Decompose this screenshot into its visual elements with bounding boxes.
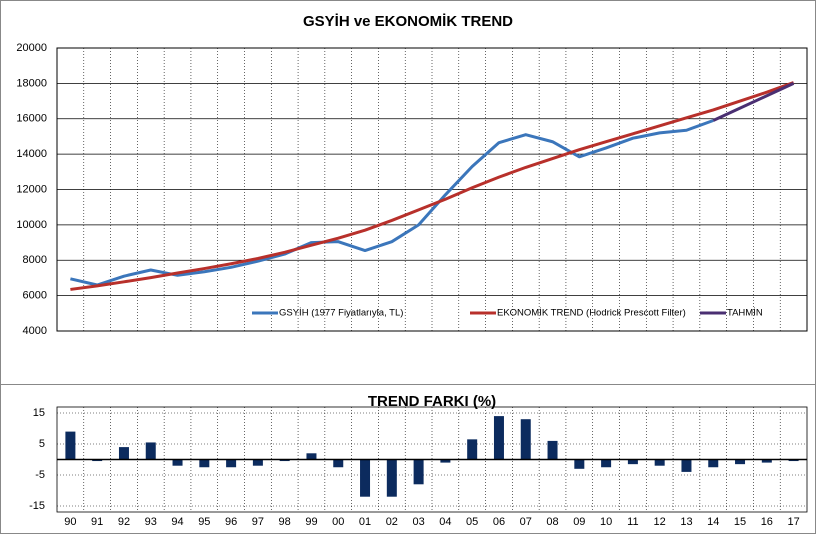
bar	[708, 459, 719, 468]
bar	[92, 459, 103, 462]
x-tick-label: 03	[412, 516, 424, 528]
bar	[761, 459, 772, 463]
x-tick-label: 91	[91, 516, 103, 528]
y-tick-label: 6000	[23, 290, 47, 302]
legend-label: EKONOMİK TREND (Hodrick Prescott Filter)	[497, 308, 686, 319]
x-tick-label: 96	[225, 516, 237, 528]
bar	[65, 431, 76, 460]
y-tick-label: 4000	[23, 325, 47, 337]
x-tick-label: 92	[118, 516, 130, 528]
bar	[360, 459, 371, 497]
x-tick-label: 10	[600, 516, 612, 528]
bar	[627, 459, 638, 465]
top-panel	[0, 0, 816, 385]
bar	[547, 440, 558, 460]
x-tick-label: 06	[493, 516, 505, 528]
series-line	[70, 81, 795, 291]
x-tick-label: 09	[573, 516, 585, 528]
x-tick-label: 95	[198, 516, 210, 528]
x-tick-label: 17	[787, 516, 799, 528]
bar	[493, 416, 504, 460]
y-tick-label: -5	[35, 469, 45, 481]
x-tick-label: 14	[707, 516, 719, 528]
bar	[467, 439, 478, 460]
y-tick-label: 12000	[16, 183, 47, 195]
x-tick-label: 02	[386, 516, 398, 528]
bar	[252, 459, 263, 466]
x-tick-label: 11	[627, 516, 638, 528]
x-tick-label: 93	[145, 516, 157, 528]
bar	[574, 459, 585, 469]
bar	[788, 459, 799, 462]
bar	[306, 453, 317, 460]
y-tick-label: 15	[33, 407, 45, 419]
bar	[413, 459, 424, 485]
bar	[145, 442, 156, 460]
bar	[601, 459, 612, 468]
bar	[333, 459, 344, 468]
bar	[654, 459, 665, 466]
bar	[735, 459, 746, 465]
chart-title: TREND FARKI (%)	[368, 393, 496, 410]
series-line	[70, 119, 714, 287]
x-tick-label: 04	[439, 516, 451, 528]
bar	[520, 419, 531, 460]
series-line	[712, 82, 795, 122]
x-tick-label: 90	[64, 516, 76, 528]
x-tick-label: 94	[171, 516, 183, 528]
x-tick-label: 16	[761, 516, 773, 528]
y-tick-label: 18000	[16, 77, 47, 89]
x-tick-label: 05	[466, 516, 478, 528]
x-tick-label: 98	[279, 516, 291, 528]
x-tick-label: 12	[654, 516, 666, 528]
x-tick-label: 99	[305, 516, 317, 528]
y-tick-label: 10000	[16, 219, 47, 231]
chart-title: GSYİH ve EKONOMİK TREND	[303, 13, 513, 30]
x-tick-label: 13	[680, 516, 692, 528]
x-tick-label: 00	[332, 516, 344, 528]
bar	[118, 447, 129, 460]
legend-label: GSYİH (1977 Fiyatlarıyla, TL)	[279, 308, 403, 319]
bar	[681, 459, 692, 472]
y-tick-label: -15	[29, 500, 45, 512]
bar	[386, 459, 397, 497]
bar	[279, 459, 290, 462]
x-tick-label: 08	[546, 516, 558, 528]
x-tick-label: 07	[520, 516, 532, 528]
x-tick-label: 15	[734, 516, 746, 528]
bar	[226, 459, 237, 468]
x-tick-label: 97	[252, 516, 264, 528]
y-tick-label: 8000	[23, 254, 47, 266]
y-tick-label: 20000	[16, 42, 47, 54]
bar	[440, 459, 451, 463]
x-tick-label: 01	[359, 516, 371, 528]
bar	[199, 459, 210, 468]
y-tick-label: 16000	[16, 113, 47, 125]
y-tick-label: 14000	[16, 148, 47, 160]
bar	[172, 459, 183, 466]
legend-label: TAHMİN	[727, 308, 763, 319]
y-tick-label: 5	[39, 438, 45, 450]
